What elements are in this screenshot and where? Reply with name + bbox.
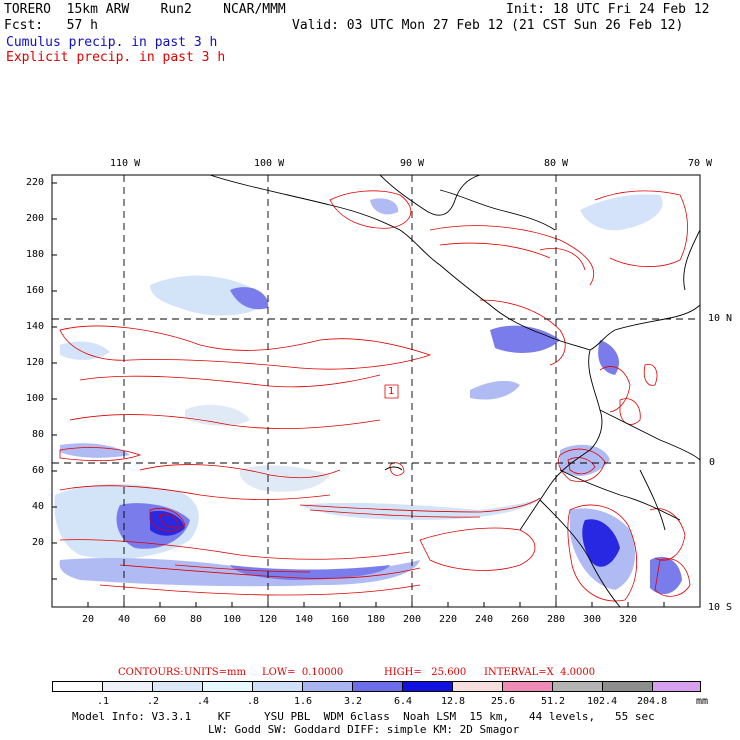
valid-time: Valid: 03 UTC Mon 27 Feb 12 (21 CST Sun …	[292, 18, 684, 33]
colorbar-label: 6.4	[394, 696, 413, 707]
colorbar-label: 1.6	[294, 696, 313, 707]
lat-label-0: 0	[709, 457, 716, 468]
x-tick-label: 240	[475, 614, 494, 625]
y-tick-label: 40	[32, 501, 45, 512]
x-tick-label: 320	[619, 614, 638, 625]
y-tick-label: 200	[26, 213, 45, 224]
physics-info: LW: Godd SW: Goddard DIFF: simple KM: 2D…	[208, 723, 520, 736]
explicit-precip-contours	[59, 190, 691, 602]
axis-ticks	[52, 182, 665, 607]
colorbar-label: .8	[247, 696, 260, 707]
colorbar-label: .2	[147, 696, 160, 707]
y-tick-label: 220	[26, 177, 45, 188]
x-tick-label: 40	[118, 614, 131, 625]
colorbar-label: 204.8	[637, 696, 668, 707]
x-tick-label: 220	[439, 614, 458, 625]
contours-label: CONTOURS:	[118, 667, 184, 678]
lon-label-100w: 100 W	[254, 158, 285, 169]
contours-high: HIGH= 25.600	[384, 667, 467, 678]
y-tick-label: 80	[32, 429, 45, 440]
y-tick-label: 140	[26, 321, 45, 332]
lon-label-90w: 90 W	[400, 158, 425, 169]
x-tick-label: 260	[511, 614, 530, 625]
forecast-hour: Fcst: 57 h	[4, 18, 98, 33]
x-tick-label: 200	[403, 614, 422, 625]
y-tick-label: 180	[26, 249, 45, 260]
colorbar-swatch	[552, 681, 603, 692]
colorbar-label: 51.2	[541, 696, 566, 707]
colorbar-label: .4	[197, 696, 210, 707]
x-tick-label: 180	[367, 614, 386, 625]
coastlines	[209, 175, 700, 607]
colorbar-swatch	[202, 681, 253, 692]
y-tick-label: 20	[32, 537, 45, 548]
model-title: TORERO 15km ARW Run2 NCAR/MMM	[4, 2, 286, 17]
colorbar-swatch	[152, 681, 203, 692]
lat-label-10s: 10 S	[708, 602, 733, 613]
x-tick-label: 120	[259, 614, 278, 625]
colorbar-label: 102.4	[587, 696, 618, 707]
lon-label-110w: 110 W	[110, 158, 141, 169]
init-time: Init: 18 UTC Fri 24 Feb 12	[506, 2, 710, 17]
colorbar-label: 25.6	[491, 696, 516, 707]
lon-label-80w: 80 W	[544, 158, 569, 169]
colorbar-swatch	[452, 681, 503, 692]
colorbar-swatch	[652, 681, 701, 692]
x-tick-label: 20	[82, 614, 95, 625]
cumulus-precip-shading	[54, 194, 682, 595]
colorbar-label: 3.2	[344, 696, 363, 707]
colorbar-swatch	[302, 681, 353, 692]
cumulus-label: Cumulus precip. in past 3 h	[6, 35, 218, 50]
y-tick-label: 60	[32, 465, 45, 476]
lat-label-10n: 10 N	[708, 313, 733, 324]
box-label: 1	[388, 386, 395, 397]
x-tick-label: 140	[295, 614, 314, 625]
contours-units: UNITS=mm	[184, 667, 246, 678]
contours-interval: INTERVAL=X 4.0000	[484, 667, 596, 678]
latlon-grid	[52, 175, 700, 607]
colorbar-unit: mm	[696, 696, 709, 707]
colorbar-label: 12.8	[441, 696, 466, 707]
x-tick-label: 80	[190, 614, 203, 625]
contours-low: LOW= 0.10000	[262, 667, 344, 678]
colorbar-swatch	[502, 681, 553, 692]
x-tick-label: 60	[154, 614, 167, 625]
colorbar-swatch	[602, 681, 653, 692]
x-tick-label: 280	[547, 614, 566, 625]
colorbar-swatch	[402, 681, 453, 692]
model-info: Model Info: V3.3.1 KF YSU PBL WDM 6class…	[72, 710, 655, 723]
colorbar-swatch	[102, 681, 153, 692]
explicit-label: Explicit precip. in past 3 h	[6, 50, 226, 65]
x-tick-label: 300	[583, 614, 602, 625]
colorbar-label: .1	[97, 696, 110, 707]
y-tick-label: 100	[26, 393, 45, 404]
x-tick-label: 160	[331, 614, 350, 625]
lon-label-70w: 70 W	[688, 158, 713, 169]
x-tick-label: 100	[223, 614, 242, 625]
y-tick-label: 120	[26, 357, 45, 368]
colorbar-swatch	[352, 681, 403, 692]
colorbar-swatch	[52, 681, 103, 692]
colorbar-swatch	[252, 681, 303, 692]
y-tick-label: 160	[26, 285, 45, 296]
